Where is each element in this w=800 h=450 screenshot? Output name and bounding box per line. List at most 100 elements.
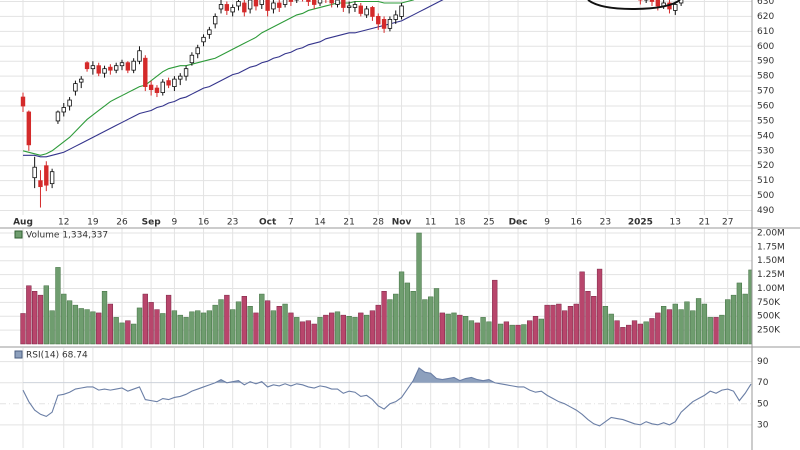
volume-bar	[457, 314, 463, 345]
x-tick-label: 16	[571, 218, 583, 228]
y-tick-label: 500K	[757, 312, 781, 322]
volume-bar	[532, 315, 539, 345]
volume-bar	[503, 321, 510, 345]
volume-bar	[171, 310, 178, 345]
y-tick-label: 490	[757, 206, 774, 216]
volume-bar	[323, 314, 329, 345]
candle-body	[84, 62, 90, 70]
y-tick-label: 610	[757, 27, 774, 37]
y-tick-label: 1.50M	[757, 256, 785, 266]
y-tick-label: 1.00M	[757, 284, 785, 294]
x-tick-label: 13	[670, 218, 681, 228]
volume-bar	[20, 313, 26, 345]
volume-bar	[259, 293, 265, 345]
volume-bar	[684, 301, 690, 345]
volume-bar	[177, 314, 183, 345]
y-tick-label: 630	[757, 0, 774, 7]
x-tick-label: Oct	[259, 218, 277, 228]
candle-body	[376, 16, 381, 25]
candle-body	[131, 60, 136, 71]
y-tick-label: 510	[757, 176, 774, 186]
volume-bar	[567, 306, 574, 345]
volume-bar	[107, 303, 114, 345]
volume-bar	[142, 293, 148, 345]
candle-body	[61, 107, 66, 113]
volume-bar	[84, 309, 90, 345]
volume-bar	[422, 299, 428, 345]
volume-bar	[235, 301, 242, 345]
volume-bar	[660, 306, 667, 345]
candle-body	[247, 0, 253, 10]
volume-bar	[358, 312, 364, 345]
candle-body	[102, 68, 107, 74]
volume-bar	[690, 310, 696, 345]
volume-bar	[748, 269, 752, 345]
volume-bar	[195, 310, 201, 345]
x-tick-label: 7	[288, 218, 294, 228]
volume-bar	[614, 320, 620, 345]
candle-body	[224, 4, 230, 11]
volume-bar	[363, 314, 370, 345]
volume-bar	[305, 320, 312, 345]
volume-bar	[218, 299, 224, 345]
volume-bar	[620, 327, 626, 345]
x-tick-label: Nov	[392, 218, 412, 228]
candle-body	[195, 47, 200, 55]
candle-body	[20, 96, 26, 107]
volume-bar	[165, 294, 172, 345]
volume-bar	[160, 313, 166, 345]
volume-bar	[317, 317, 323, 345]
candle-body	[329, 0, 334, 4]
volume-bar	[276, 306, 282, 345]
volume-bar	[579, 271, 585, 345]
candle-body	[44, 165, 49, 186]
volume-bar	[608, 313, 614, 345]
candle-body	[113, 65, 119, 71]
y-tick-label: 1.25M	[757, 270, 785, 280]
y-tick-label: 550	[757, 116, 774, 126]
candle-body	[148, 84, 154, 90]
volume-bar	[719, 314, 725, 345]
volume-bar	[643, 321, 649, 345]
x-tick-label: 18	[454, 218, 466, 228]
volume-bar	[375, 304, 381, 345]
volume-bar	[125, 320, 131, 345]
volume-bar	[736, 282, 743, 345]
x-tick-label: 12	[58, 218, 69, 228]
candle-body	[67, 99, 72, 107]
y-tick-label: 540	[757, 131, 774, 141]
candle-body	[178, 75, 183, 80]
candle-body	[125, 62, 131, 71]
volume-bar	[113, 317, 119, 345]
x-tick-label: Sep	[142, 218, 162, 228]
x-tick-label: 2025	[628, 218, 653, 228]
axes: Aug 12 19 26 Sep 9 16 23 Oct 7 14 21 28 Nov 11 18 25 Dec 9…	[13, 0, 785, 430]
volume-bar	[119, 322, 125, 345]
volume-icon	[14, 230, 23, 239]
y-tick-label: 70	[757, 378, 769, 388]
volume-bar	[55, 267, 61, 345]
volume-bar	[573, 303, 579, 345]
volume-bar	[445, 313, 451, 345]
x-tick-label: 11	[425, 218, 436, 228]
volume-bar	[270, 310, 277, 345]
y-tick-label: 250K	[757, 326, 781, 336]
volume-bar	[288, 312, 294, 345]
candle-body	[73, 83, 78, 92]
volume-bar	[334, 311, 341, 345]
y-tick-label: 580	[757, 72, 774, 82]
x-tick-label: 27	[722, 218, 733, 228]
candle-body	[38, 180, 43, 188]
volume-bar	[433, 288, 440, 345]
y-tick-label: 500	[757, 191, 774, 201]
candle-body	[79, 78, 84, 83]
volume-bar	[183, 317, 189, 345]
volume-bar	[154, 309, 160, 345]
x-tick-label: 25	[483, 218, 494, 228]
candle-body	[259, 0, 264, 5]
volume-bar	[253, 312, 259, 345]
volume-bar	[61, 293, 67, 345]
volume-bar	[200, 312, 207, 345]
